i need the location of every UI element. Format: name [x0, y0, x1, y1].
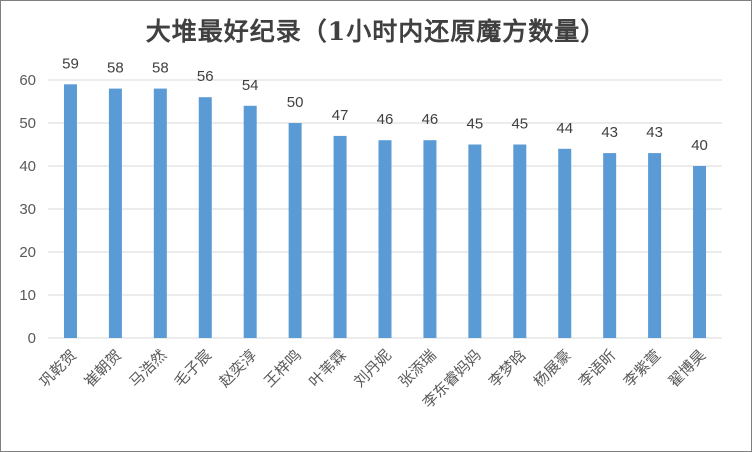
- x-tick-label: 王梓鸣: [260, 346, 305, 391]
- bar: [513, 144, 527, 338]
- bar: [423, 140, 437, 338]
- x-tick-label: 杨展豪: [530, 346, 575, 391]
- y-tick-label: 10: [19, 287, 36, 304]
- x-tick-label: 李紫萱: [620, 346, 665, 391]
- data-label: 50: [287, 94, 304, 111]
- x-tick-label: 毛子宸: [171, 346, 216, 391]
- x-tick-label: 巩乾贺: [36, 346, 81, 391]
- y-tick-label: 40: [19, 158, 36, 175]
- x-tick-label: 赵奕淳: [215, 346, 260, 391]
- bar: [243, 105, 257, 338]
- y-tick-label: 50: [19, 115, 36, 132]
- data-label: 44: [556, 120, 573, 137]
- x-tick-label: 崔朝贺: [81, 346, 126, 391]
- data-label: 45: [467, 116, 484, 133]
- data-label: 59: [62, 55, 79, 72]
- data-label: 46: [377, 111, 394, 128]
- bar: [603, 153, 617, 338]
- y-tick-label: 60: [19, 72, 36, 89]
- data-label: 46: [422, 111, 439, 128]
- bar: [648, 153, 662, 338]
- bar: [468, 144, 482, 338]
- y-tick-label: 30: [19, 201, 36, 218]
- bar: [153, 88, 167, 338]
- y-tick-label: 0: [28, 330, 36, 347]
- x-tick-label: 叶苇霖: [305, 346, 350, 391]
- chart-title: 大堆最好纪录（1小时内还原魔方数量）: [145, 17, 607, 46]
- data-label: 56: [197, 68, 214, 85]
- x-tick-label: 马浩然: [126, 346, 171, 391]
- data-label: 58: [107, 60, 124, 77]
- bar: [288, 123, 302, 338]
- data-label: 54: [242, 77, 259, 94]
- bar: [108, 88, 122, 338]
- bar: [198, 97, 212, 338]
- data-label: 43: [646, 124, 663, 141]
- data-label: 43: [601, 124, 618, 141]
- bar: [333, 135, 347, 338]
- data-label: 47: [332, 107, 349, 124]
- x-tick-label: 李语昕: [575, 346, 620, 391]
- y-tick-label: 20: [19, 244, 36, 261]
- x-tick-label: 刘丹妮: [350, 346, 395, 391]
- bar: [63, 84, 77, 338]
- data-label: 40: [691, 137, 708, 154]
- x-tick-label: 李梦晗: [485, 346, 530, 391]
- bar: [378, 140, 392, 338]
- data-label: 45: [511, 116, 528, 133]
- bar: [693, 166, 707, 338]
- x-tick-label: 翟博昊: [665, 346, 710, 391]
- bar: [558, 148, 572, 338]
- data-label: 58: [152, 60, 169, 77]
